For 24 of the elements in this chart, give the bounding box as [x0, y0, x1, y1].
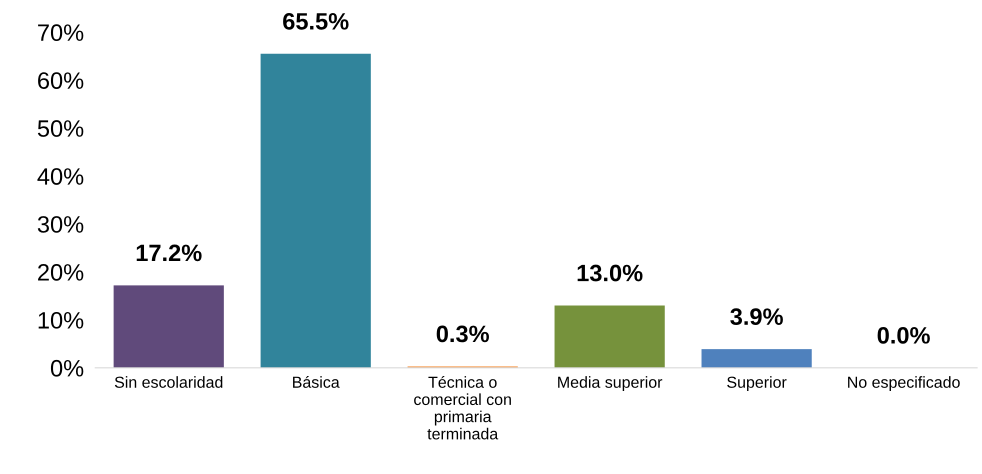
data-label: 65.5% — [283, 12, 349, 30]
y-tick-label: 60% — [38, 72, 84, 89]
x-tick-label: Técnica o comercial con primaria terminada — [414, 376, 511, 440]
y-tick-label: 30% — [38, 216, 84, 233]
data-label: 0.3% — [436, 326, 489, 342]
bar — [554, 306, 665, 368]
y-tick-label: 70% — [38, 24, 84, 42]
y-tick-label: 50% — [38, 120, 84, 137]
bar — [114, 285, 224, 368]
data-label: 17.2% — [136, 244, 202, 262]
x-tick-label: Media superior — [558, 376, 662, 392]
x-tick-label: Sin escolaridad — [114, 376, 222, 388]
data-label: 0.0% — [878, 326, 930, 344]
y-tick-label: 40% — [37, 168, 84, 185]
x-tick-label: Básica — [293, 376, 340, 388]
y-tick-label: 0% — [50, 360, 84, 377]
y-tick-label: 20% — [38, 264, 84, 281]
bar — [260, 54, 371, 368]
data-label: 3.9% — [730, 308, 783, 326]
y-tick-label: 10% — [38, 312, 84, 329]
bar — [702, 349, 812, 368]
x-tick-label: No especificado — [848, 376, 960, 392]
x-tick-label: Superior — [727, 376, 787, 392]
data-label: 13.0% — [578, 264, 643, 282]
